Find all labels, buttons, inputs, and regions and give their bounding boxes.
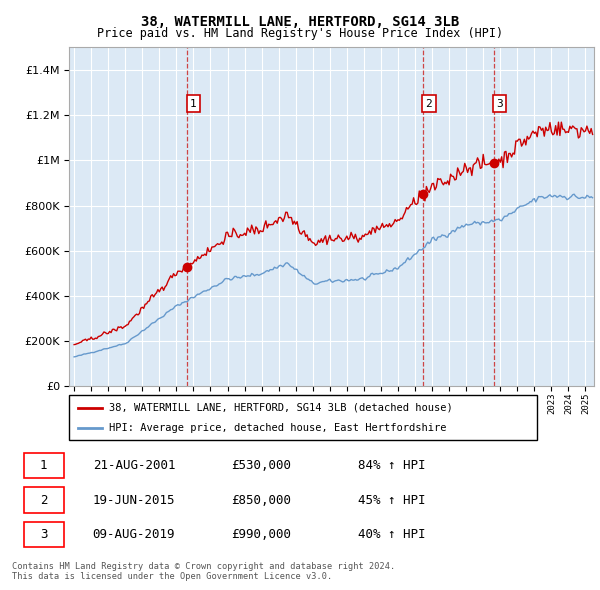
Text: 21-AUG-2001: 21-AUG-2001 [92,459,175,472]
Text: 3: 3 [40,528,47,541]
Text: 40% ↑ HPI: 40% ↑ HPI [358,528,425,541]
Text: 3: 3 [496,99,503,109]
Text: 09-AUG-2019: 09-AUG-2019 [92,528,175,541]
Text: HPI: Average price, detached house, East Hertfordshire: HPI: Average price, detached house, East… [109,424,446,434]
Text: 2: 2 [40,493,47,507]
Text: £990,000: £990,000 [231,528,291,541]
Text: Contains HM Land Registry data © Crown copyright and database right 2024.
This d: Contains HM Land Registry data © Crown c… [12,562,395,581]
Text: 84% ↑ HPI: 84% ↑ HPI [358,459,425,472]
Text: £530,000: £530,000 [231,459,291,472]
Text: 38, WATERMILL LANE, HERTFORD, SG14 3LB: 38, WATERMILL LANE, HERTFORD, SG14 3LB [141,15,459,29]
Text: 19-JUN-2015: 19-JUN-2015 [92,493,175,507]
Text: Price paid vs. HM Land Registry's House Price Index (HPI): Price paid vs. HM Land Registry's House … [97,27,503,40]
Text: 2: 2 [425,99,432,109]
Bar [23,522,64,547]
Bar [23,453,64,478]
Text: 1: 1 [190,99,197,109]
Text: 1: 1 [40,459,47,472]
Text: £850,000: £850,000 [231,493,291,507]
Text: 45% ↑ HPI: 45% ↑ HPI [358,493,425,507]
Text: 38, WATERMILL LANE, HERTFORD, SG14 3LB (detached house): 38, WATERMILL LANE, HERTFORD, SG14 3LB (… [109,403,452,412]
Bar [23,487,64,513]
